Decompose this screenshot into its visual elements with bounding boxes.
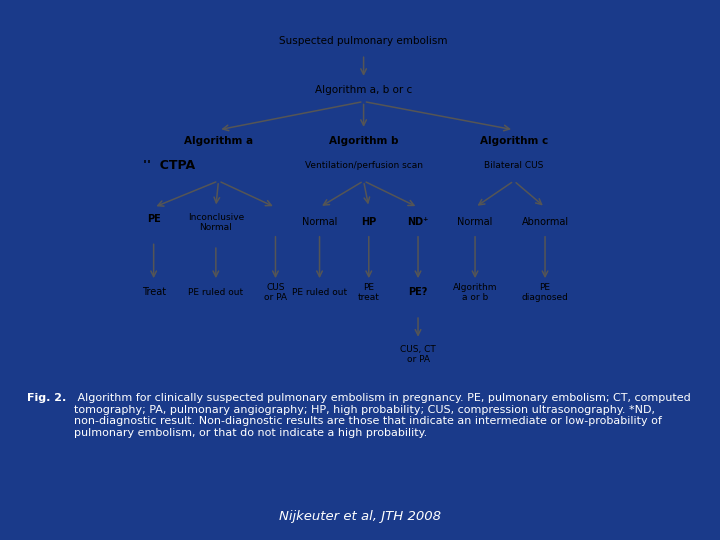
Text: Algorithm c: Algorithm c [480, 136, 548, 146]
Text: ''  CTPA: '' CTPA [143, 159, 195, 172]
Text: Algorithm a: Algorithm a [184, 136, 253, 146]
Text: CUS, CT
or PA: CUS, CT or PA [400, 345, 436, 364]
Text: HP: HP [361, 218, 377, 227]
Text: PE?: PE? [408, 287, 428, 298]
Text: Suspected pulmonary embolism: Suspected pulmonary embolism [279, 36, 448, 46]
Text: Algorithm for clinically suspected pulmonary embolism in pregnancy. PE, pulmonar: Algorithm for clinically suspected pulmo… [74, 393, 690, 438]
Text: PE
treat: PE treat [358, 283, 379, 302]
Text: Abnormal: Abnormal [521, 218, 569, 227]
Text: CUS
or PA: CUS or PA [264, 283, 287, 302]
Text: Fig. 2.: Fig. 2. [27, 393, 66, 403]
Text: Inconclusive
Normal: Inconclusive Normal [188, 213, 244, 232]
Text: PE ruled out: PE ruled out [189, 288, 243, 297]
Text: Treat: Treat [142, 287, 166, 298]
Text: Algorithm b: Algorithm b [329, 136, 398, 146]
Text: Algorithm a, b or c: Algorithm a, b or c [315, 85, 413, 95]
Text: Normal: Normal [302, 218, 337, 227]
Text: Nijkeuter et al, JTH 2008: Nijkeuter et al, JTH 2008 [279, 510, 441, 523]
Text: Bilateral CUS: Bilateral CUS [485, 161, 544, 170]
Text: Normal: Normal [457, 218, 492, 227]
Text: Ventilation/perfusion scan: Ventilation/perfusion scan [305, 161, 423, 170]
Text: PE
diagnosed: PE diagnosed [521, 283, 569, 302]
Text: ND⁺: ND⁺ [408, 218, 428, 227]
Text: Algorithm
a or b: Algorithm a or b [453, 283, 498, 302]
Text: PE: PE [147, 214, 161, 224]
Text: PE ruled out: PE ruled out [292, 288, 347, 297]
